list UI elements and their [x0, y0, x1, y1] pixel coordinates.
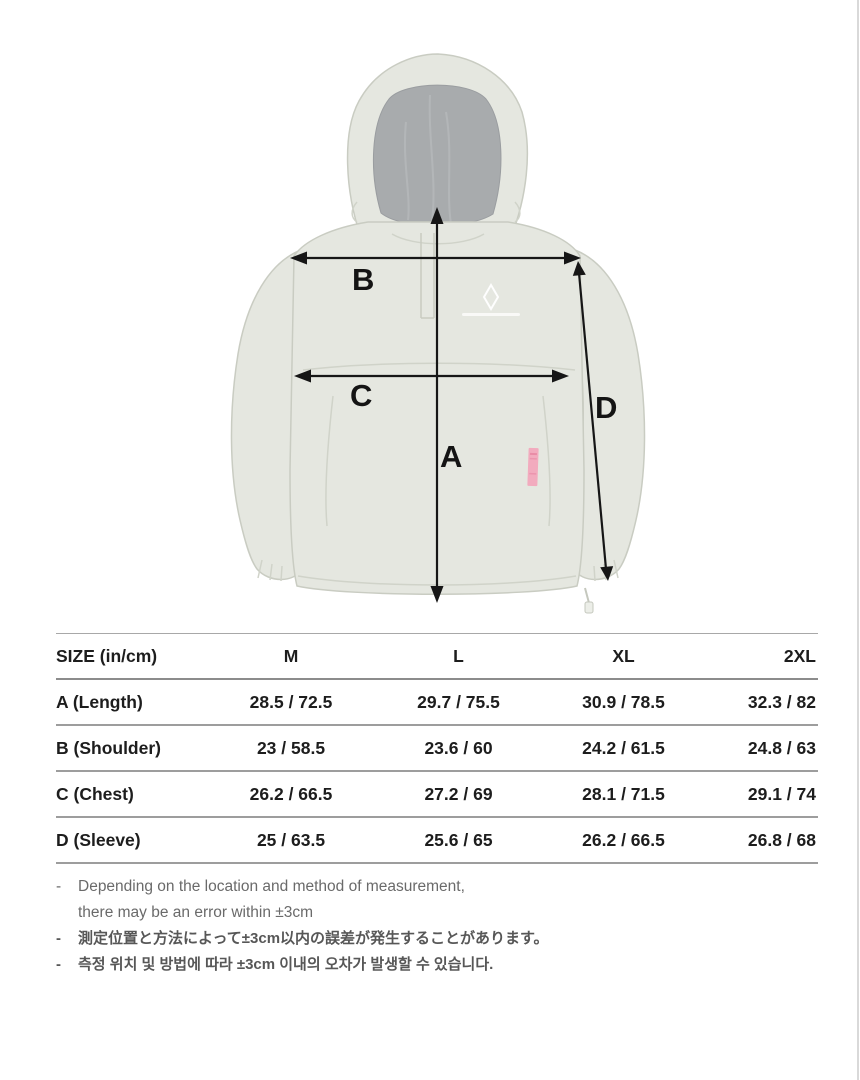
cell-value: 23.6 / 60	[424, 737, 493, 758]
measure-label-b: B	[352, 262, 374, 297]
measure-label-a: A	[440, 439, 462, 474]
size-table-unit-header: SIZE (in/cm)	[56, 645, 158, 666]
hood-lining-folds	[403, 94, 452, 225]
row-label: A (Length)	[56, 691, 143, 712]
cell-value: 24.2 / 61.5	[582, 737, 665, 758]
cell-value: 24.8 / 63	[747, 737, 816, 758]
pink-brand-tag	[527, 447, 539, 487]
size-table: SIZE (in/cm) M L XL 2XL A (Length) 28.5 …	[56, 633, 818, 864]
size-column-xl: XL	[612, 645, 635, 666]
size-column-l: L	[453, 645, 464, 666]
measure-label-d: D	[595, 390, 617, 425]
cell-value: 26.8 / 68	[747, 829, 816, 850]
measure-label-c: C	[350, 378, 372, 413]
note-line: Depending on the location and method of …	[78, 878, 465, 895]
row-label: B (Shoulder)	[56, 737, 161, 758]
measure-arrow-a	[430, 207, 444, 603]
cell-value: 25.6 / 65	[424, 829, 493, 850]
note-dash: -	[56, 956, 61, 973]
table-row-chest: C (Chest) 26.2 / 66.5 27.2 / 69 28.1 / 7…	[56, 772, 818, 818]
cell-value: 25 / 63.5	[256, 829, 326, 850]
measure-arrow-c	[294, 369, 569, 383]
cell-value: 23 / 58.5	[256, 737, 326, 758]
cell-value: 28.1 / 71.5	[582, 783, 665, 804]
note-line: 測定位置と方法によって±3cm以内の誤差が発生することがあります。	[78, 930, 549, 947]
cell-value: 26.2 / 66.5	[249, 783, 333, 804]
size-column-2xl: 2XL	[783, 645, 816, 666]
cell-value: 29.1 / 74	[747, 783, 816, 804]
cell-value: 32.3 / 82	[747, 691, 816, 712]
half-zip-placket	[420, 233, 435, 319]
note-dash: -	[56, 930, 61, 947]
measure-arrow-b	[290, 251, 581, 265]
table-row-length: A (Length) 28.5 / 72.5 29.7 / 75.5 30.9 …	[56, 680, 818, 726]
measurement-notes: - Depending on the location and method o…	[56, 874, 826, 978]
row-label: C (Chest)	[56, 783, 134, 804]
row-label: D (Sleeve)	[56, 829, 141, 850]
cell-value: 28.5 / 72.5	[249, 691, 333, 712]
cell-value: 29.7 / 75.5	[417, 691, 500, 712]
table-row-sleeve: D (Sleeve) 25 / 63.5 25.6 / 65 26.2 / 66…	[56, 818, 818, 864]
note-line: 측정 위치 및 방법에 따라 ±3cm 이내의 오차가 발생할 수 있습니다.	[78, 956, 494, 973]
cell-value: 26.2 / 66.5	[582, 829, 665, 850]
jacket-illustration: B C A D	[230, 53, 646, 614]
brand-diamond-logo-icon	[462, 283, 520, 316]
size-column-m: M	[283, 645, 299, 666]
note-japanese: - 測定位置と方法によって±3cm以内の誤差が発生することがあります。	[56, 926, 826, 952]
measure-arrow-d	[572, 261, 614, 581]
cell-value: 27.2 / 69	[424, 783, 493, 804]
note-korean: - 측정 위치 및 방법에 따라 ±3cm 이내의 오차가 발생할 수 있습니다…	[56, 952, 826, 978]
cell-value: 30.9 / 78.5	[582, 691, 665, 712]
size-guide-figure: B C A D	[230, 53, 646, 614]
note-dash: -	[56, 878, 62, 895]
hood-lining	[372, 84, 502, 227]
table-row-shoulder: B (Shoulder) 23 / 58.5 23.6 / 60 24.2 / …	[56, 726, 818, 772]
hem-cord-pull	[584, 587, 594, 614]
size-table-header-row: SIZE (in/cm) M L XL 2XL	[56, 634, 818, 680]
note-text: Depending on the location and method of …	[78, 874, 826, 926]
note-english: - Depending on the location and method o…	[56, 874, 826, 926]
note-line: there may be an error within ±3cm	[78, 904, 314, 921]
page-right-edge-divider	[857, 0, 859, 1080]
